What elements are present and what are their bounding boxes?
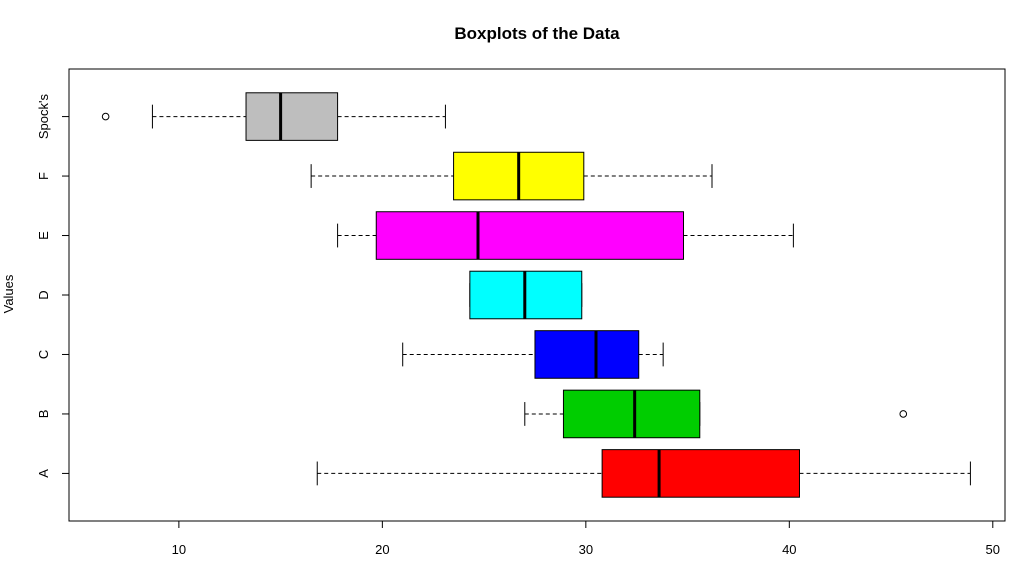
boxes xyxy=(101,92,971,498)
y-tick-label: E xyxy=(36,231,51,240)
y-tick-label: C xyxy=(36,350,51,359)
outlier-point xyxy=(899,410,908,418)
box-iqr xyxy=(245,92,339,141)
x-tick-label: 50 xyxy=(986,542,1000,557)
box-iqr xyxy=(534,330,640,379)
box-f xyxy=(310,151,713,201)
box-spock-s xyxy=(101,92,446,141)
y-tick-label: Spock's xyxy=(36,94,51,140)
chart-title: Boxplots of the Data xyxy=(454,24,620,43)
x-tick-label: 20 xyxy=(375,542,389,557)
outlier-point xyxy=(101,112,110,121)
y-tick-label: F xyxy=(36,172,51,180)
box-iqr xyxy=(562,389,701,439)
box-e xyxy=(337,211,794,260)
box-c xyxy=(402,330,664,379)
x-axis: 10 20 30 40 50 xyxy=(172,520,1000,557)
box-iqr xyxy=(601,449,800,498)
y-axis-label: Values xyxy=(1,274,16,313)
y-tick-label: D xyxy=(36,290,51,299)
box-b xyxy=(524,389,908,439)
box-d xyxy=(469,270,583,320)
x-tick-label: 40 xyxy=(782,542,796,557)
box-iqr xyxy=(375,211,685,260)
y-tick-label: A xyxy=(36,469,51,478)
box-a xyxy=(316,449,971,498)
x-tick-label: 30 xyxy=(579,542,593,557)
y-axis: A B C D E F Spock's xyxy=(36,94,70,478)
x-tick-label: 10 xyxy=(172,542,186,557)
y-tick-label: B xyxy=(36,410,51,419)
